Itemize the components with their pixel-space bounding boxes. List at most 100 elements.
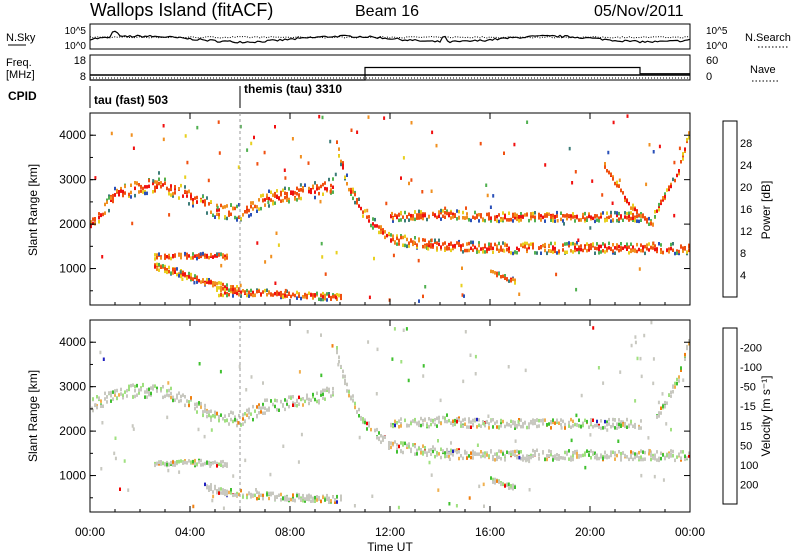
range-gate-cell <box>661 392 664 396</box>
colorbar-frame <box>722 120 738 298</box>
range-gate-cell <box>198 253 200 257</box>
range-gate-cell <box>474 372 477 376</box>
range-gate-cell <box>672 248 674 252</box>
range-gate-cell <box>224 257 226 261</box>
range-gate-cell <box>194 406 196 411</box>
range-gate-cell <box>616 213 618 218</box>
range-gate-cell <box>648 248 650 252</box>
range-gate-cell <box>564 250 566 254</box>
range-gate-cell <box>430 243 432 247</box>
range-gate-cell <box>444 419 446 424</box>
range-gate-cell <box>234 492 236 497</box>
range-gate-cell <box>96 395 98 399</box>
range-gate-cell <box>234 215 236 220</box>
range-gate-cell <box>154 257 156 261</box>
range-gate-cell <box>267 200 270 204</box>
range-gate-cell <box>438 238 440 243</box>
range-gate-cell <box>402 443 404 447</box>
range-gate-cell <box>422 364 425 368</box>
range-gate-cell <box>524 245 526 249</box>
range-gate-cell <box>172 254 174 259</box>
range-gate-cell <box>342 369 344 374</box>
range-gate-cell <box>516 217 518 222</box>
range-gate-cell <box>304 292 306 297</box>
range-gate-cell <box>632 212 634 217</box>
range-gate-cell <box>158 181 160 186</box>
range-gate-cell <box>208 410 210 414</box>
range-gate-cell <box>118 190 120 194</box>
range-gate-cell <box>312 395 314 399</box>
range-gate-cell <box>438 420 440 424</box>
range-gate-cell <box>256 490 258 494</box>
range-gate-cell <box>252 493 254 497</box>
range-gate-cell <box>366 427 368 431</box>
range-gate-cell <box>632 216 634 220</box>
range-gate-cell <box>290 191 292 195</box>
range-gate-cell <box>240 217 242 221</box>
range-gate-cell <box>438 210 440 214</box>
range-gate-cell <box>582 453 584 458</box>
range-gate-cell <box>120 392 122 396</box>
range-gate-cell <box>660 456 662 461</box>
range-gate-cell <box>332 390 334 395</box>
range-gate-cell <box>376 347 379 352</box>
range-gate-cell <box>236 491 238 496</box>
range-gate-cell <box>224 414 226 418</box>
range-gate-cell <box>232 206 234 211</box>
range-gate-cell <box>186 194 188 198</box>
range-gate-cell <box>574 246 576 250</box>
range-gate-cell <box>190 272 192 277</box>
range-gate-cell <box>628 201 630 206</box>
range-gate-cell <box>570 455 572 459</box>
range-gate-cell <box>586 248 588 253</box>
range-gate-cell <box>106 198 108 202</box>
range-gate-cell <box>566 216 568 221</box>
range-gate-cell <box>172 463 174 467</box>
range-gate-cell <box>678 453 680 457</box>
range-gate-cell <box>564 214 566 218</box>
range-gate-cell <box>168 265 170 270</box>
range-gate-cell <box>138 388 140 392</box>
range-gate-cell <box>514 439 517 443</box>
range-gate-cell <box>383 116 386 120</box>
range-gate-cell <box>456 419 458 424</box>
range-gate-cell <box>278 493 280 497</box>
range-gate-cell <box>322 495 324 500</box>
range-gate-cell <box>598 456 600 461</box>
range-gate-cell <box>162 124 165 128</box>
y-tick-label: 3000 <box>59 173 86 187</box>
range-gate-cell <box>512 484 514 488</box>
range-gate-cell <box>644 457 646 461</box>
range-gate-cell <box>216 490 218 495</box>
range-gate-cell <box>354 190 356 195</box>
range-gate-cell <box>144 191 146 196</box>
range-gate-cell <box>228 288 230 292</box>
range-gate-cell <box>454 448 456 453</box>
range-gate-cell <box>90 224 92 229</box>
range-gate-cell <box>672 454 674 458</box>
range-gate-cell <box>238 203 240 207</box>
range-gate-cell <box>348 390 350 394</box>
range-gate-cell <box>192 256 194 260</box>
range-gate-cell <box>422 216 424 221</box>
range-gate-cell <box>546 457 548 462</box>
range-gate-cell <box>616 243 618 247</box>
range-gate-cell <box>606 246 608 251</box>
range-gate-cell <box>318 297 320 301</box>
range-gate-cell <box>616 180 618 185</box>
range-gate-cell <box>244 412 246 416</box>
range-gate-cell <box>254 204 256 209</box>
range-gate-cell <box>496 420 498 424</box>
range-gate-cell <box>636 219 638 223</box>
range-gate-cell <box>642 457 644 462</box>
range-gate-cell <box>632 218 634 222</box>
range-gate-cell <box>270 254 273 259</box>
range-gate-cell <box>574 219 576 223</box>
range-gate-cell <box>576 449 578 454</box>
range-gate-cell <box>340 159 342 164</box>
range-gate-cell <box>410 447 412 452</box>
range-gate-cell <box>400 441 402 445</box>
range-gate-cell <box>400 360 403 364</box>
range-gate-cell <box>324 272 327 276</box>
